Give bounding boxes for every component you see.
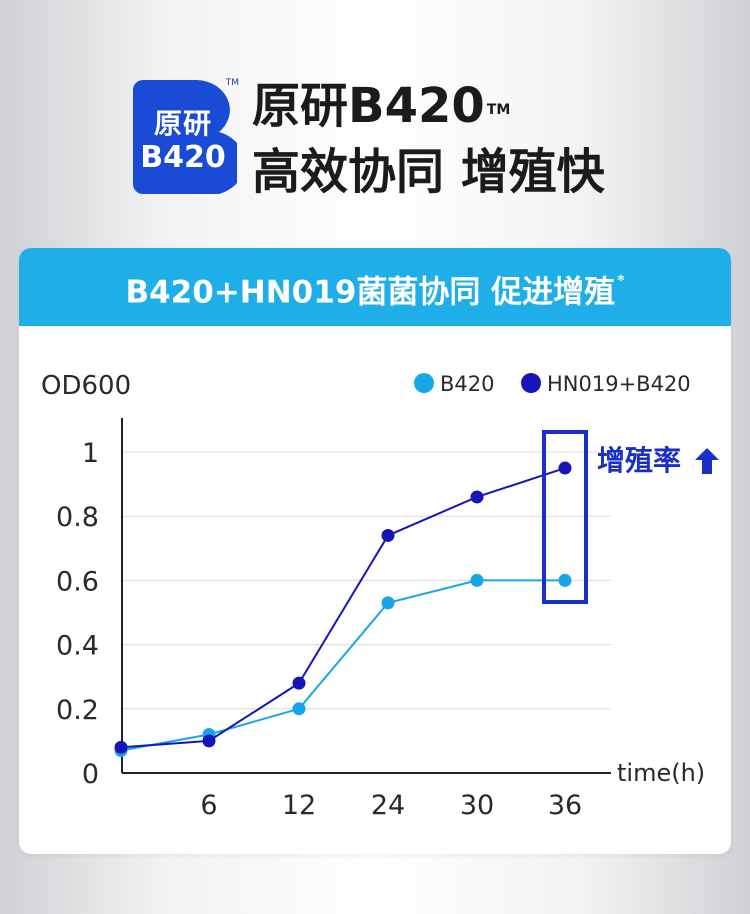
x-tick-label: 30 [460, 790, 494, 821]
legend-label: B420 [440, 372, 495, 396]
y-tick-label: 0.6 [56, 566, 99, 597]
legend-marker [521, 373, 541, 393]
x-tick-label: 6 [200, 790, 217, 821]
data-point [381, 528, 395, 542]
y-tick-label: 0.4 [56, 631, 99, 662]
x-axis-label: time(h) [617, 759, 705, 787]
y-axis-label: OD600 [41, 371, 131, 401]
highlight-box [542, 430, 588, 604]
annotation-label: 增殖率 [597, 444, 681, 477]
card-header: B420+HN019菌菌协同 促进增殖 * [19, 248, 731, 326]
card-title: B420+HN019菌菌协同 促进增殖 [125, 274, 616, 311]
series-line [120, 579, 565, 752]
data-point [381, 596, 395, 610]
y-tick-label: 1 [82, 438, 99, 469]
y-tick-label: 0 [82, 759, 99, 790]
data-point [558, 573, 572, 587]
y-tick-label: 0.8 [56, 502, 99, 533]
headline-line2: 高效协同 增殖快 [252, 144, 605, 200]
up-arrow-icon [695, 448, 719, 474]
logo-line2: B420 [140, 140, 226, 175]
data-point [558, 461, 572, 475]
data-point [202, 734, 216, 748]
legend-marker [414, 373, 434, 393]
line-chart: 0 0.2 0.4 0.6 0.8 1 6 12 24 30 36 OD600 time(h) B420 H… [41, 371, 719, 821]
data-point [292, 676, 306, 690]
headline-line1: 原研B420 TM [252, 78, 510, 134]
x-tick-label: 36 [548, 790, 582, 821]
chart-card: B420+HN019菌菌协同 促进增殖 * 0 0.2 0.4 0.6 0.8 1 6 12 24… [19, 248, 731, 854]
headline-trademark: TM [486, 102, 511, 118]
series-line [120, 467, 566, 749]
card-title-mark: * [617, 273, 625, 289]
y-tick-label: 0.2 [56, 695, 99, 726]
logo-line1: 原研 [153, 107, 212, 140]
data-point [470, 573, 484, 587]
data-point [292, 702, 306, 716]
x-tick-label: 12 [282, 790, 316, 821]
data-point [114, 740, 128, 754]
brand-logo: 原研 B420 TM [133, 78, 239, 194]
data-point [470, 490, 484, 504]
logo-badge-shape [133, 80, 237, 194]
headline-title: 原研B420 [252, 78, 485, 134]
x-tick-label: 24 [371, 790, 405, 821]
legend-label: HN019+B420 [547, 372, 691, 396]
logo-trademark: TM [225, 78, 239, 88]
